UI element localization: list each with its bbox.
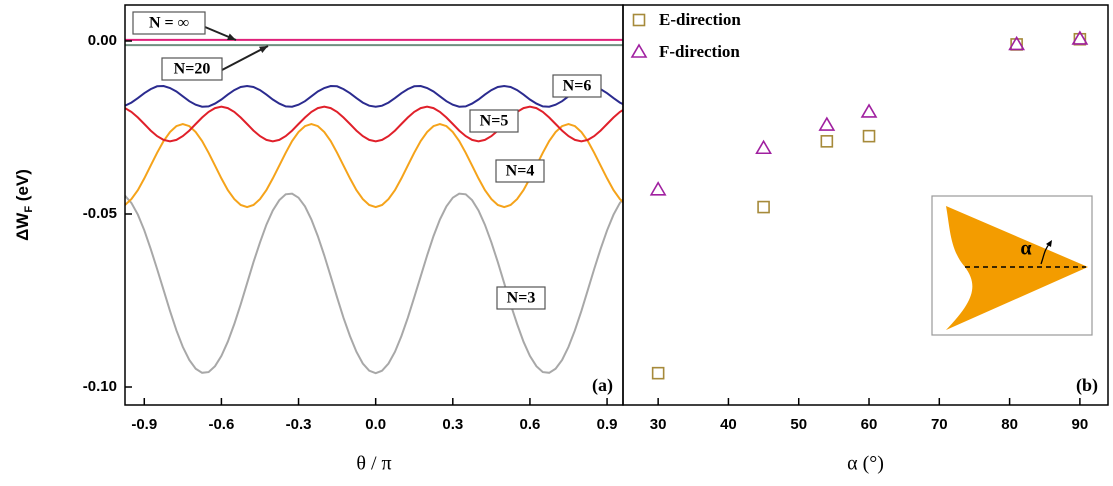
series-label: N = ∞	[149, 15, 189, 32]
series-label: N=3	[507, 290, 536, 307]
point	[862, 129, 876, 143]
legend-marker	[630, 43, 648, 58]
legend-marker	[632, 13, 646, 27]
point	[649, 181, 667, 196]
x-tick-label: -0.9	[131, 416, 157, 433]
x-tick-label: 80	[1001, 416, 1018, 433]
point	[1073, 32, 1087, 46]
point	[1008, 35, 1026, 51]
x-tick-label: 0.6	[520, 416, 541, 433]
label-box	[161, 57, 223, 81]
point	[1071, 30, 1089, 45]
legend-label: E-direction	[659, 10, 741, 29]
x-tick-label: -0.6	[208, 416, 234, 433]
x-axis-title: θ / π	[356, 453, 391, 475]
label-box	[496, 286, 546, 310]
point	[818, 116, 836, 131]
x-tick-label: 0.0	[365, 416, 386, 433]
plot-area	[630, 13, 1089, 380]
label-box	[495, 159, 545, 183]
point	[651, 366, 665, 380]
y-axis-title: ΔWF (eV)	[13, 169, 34, 241]
label-box	[552, 74, 602, 98]
x-tick-label: -0.3	[286, 416, 312, 433]
arrow-head	[259, 46, 268, 53]
series-label: N=5	[480, 113, 509, 130]
line-series	[125, 192, 623, 375]
y-title-unit: (eV)	[13, 169, 32, 206]
inset	[931, 195, 1093, 336]
x-tick-label: 40	[720, 416, 737, 433]
x-tick-label: 50	[790, 416, 807, 433]
point	[860, 103, 878, 118]
x-tick-label: 60	[861, 416, 878, 433]
x-tick-label: 0.9	[597, 416, 618, 433]
panel-label: (b)	[1076, 375, 1098, 396]
label-box	[469, 109, 519, 133]
x-axis-title: α (°)	[847, 453, 884, 475]
point	[755, 139, 772, 155]
x-tick-label: 70	[931, 416, 948, 433]
arrow-line	[221, 45, 269, 71]
arrow-head	[227, 33, 236, 41]
line-series	[125, 84, 623, 108]
plot-frame	[622, 4, 1109, 406]
label-box	[132, 11, 206, 35]
series-label: N=20	[174, 61, 211, 78]
inset-label: α	[1020, 238, 1031, 260]
legend-label: F-direction	[659, 42, 740, 61]
x-tick-label: 0.3	[442, 416, 463, 433]
line-series	[125, 122, 623, 209]
y-tick-label: -0.05	[83, 205, 117, 222]
x-tick-label: 30	[650, 416, 667, 433]
series-label: N=4	[506, 163, 535, 180]
y-tick-label: -0.10	[83, 378, 117, 395]
panel-label: (a)	[592, 375, 613, 396]
y-title-sub: F	[23, 206, 35, 213]
series-label: N=6	[563, 78, 592, 95]
y-title-main: ΔW	[13, 212, 32, 241]
point	[757, 200, 770, 214]
plot-area	[125, 38, 623, 375]
point	[820, 135, 834, 148]
y-tick-label: 0.00	[88, 32, 117, 49]
x-tick-label: 90	[1072, 416, 1089, 433]
line-series	[125, 105, 623, 143]
